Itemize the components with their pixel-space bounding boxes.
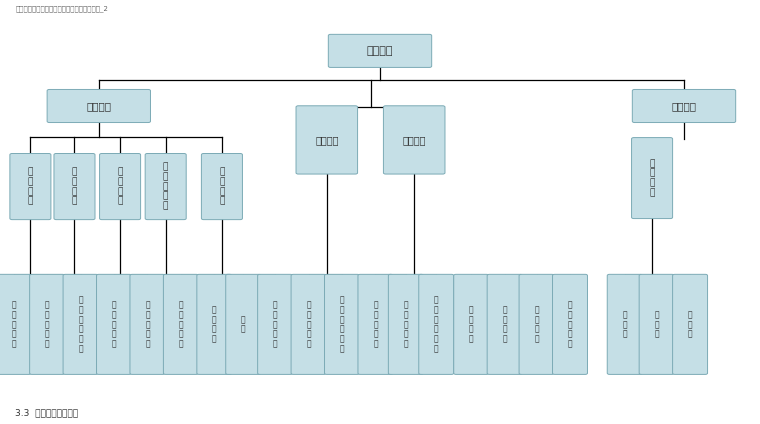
Text: 水
电
主
管: 水 电 主 管: [71, 167, 78, 206]
Text: 工
地
厨
师: 工 地 厨 师: [469, 305, 473, 343]
Text: 生产经理: 生产经理: [87, 101, 111, 111]
FancyBboxPatch shape: [454, 274, 489, 374]
FancyBboxPatch shape: [100, 153, 141, 220]
Text: 水
电
维
修
工: 水 电 维 修 工: [273, 301, 277, 348]
FancyBboxPatch shape: [487, 274, 522, 374]
FancyBboxPatch shape: [328, 34, 432, 67]
Text: 工
地
杂
工: 工 地 杂 工: [534, 305, 539, 343]
Text: 焊
工: 焊 工: [241, 315, 245, 334]
Text: 幕
墙
施
工
员: 幕 墙 施 工 员: [306, 301, 311, 348]
Text: 钢
结
构
主
管: 钢 结 构 主 管: [163, 163, 169, 210]
FancyBboxPatch shape: [10, 153, 51, 220]
Text: 技术总工: 技术总工: [672, 101, 696, 111]
FancyBboxPatch shape: [30, 274, 65, 374]
Text: 混
凝
土
施
工
员: 混 凝 土 施 工 员: [78, 296, 83, 353]
FancyBboxPatch shape: [54, 153, 95, 220]
FancyBboxPatch shape: [519, 274, 554, 374]
Text: 砌
体
施
工
员: 砌 体 施 工 员: [145, 301, 150, 348]
Text: 广东省大型商业广场室内给排水施工组织设计_2: 广东省大型商业广场室内给排水施工组织设计_2: [15, 5, 108, 12]
Text: 预
算
员: 预 算 员: [688, 310, 692, 338]
FancyBboxPatch shape: [63, 274, 98, 374]
Text: 工
地
清
洁
工: 工 地 清 洁 工: [568, 301, 572, 348]
FancyBboxPatch shape: [607, 274, 642, 374]
Text: 专
职
安
全
员: 专 职 安 全 员: [404, 301, 408, 348]
FancyBboxPatch shape: [97, 274, 131, 374]
FancyBboxPatch shape: [291, 274, 326, 374]
FancyBboxPatch shape: [130, 274, 165, 374]
FancyBboxPatch shape: [384, 106, 445, 174]
Text: 防
水
施
工
员: 防 水 施 工 员: [112, 301, 116, 348]
FancyBboxPatch shape: [0, 274, 31, 374]
Text: 专
职
质
检
员: 专 职 质 检 员: [373, 301, 378, 348]
Text: 质
安
主
管: 质 安 主 管: [219, 167, 225, 206]
FancyBboxPatch shape: [296, 106, 358, 174]
Text: 3.3  管理人员职责分工: 3.3 管理人员职责分工: [15, 409, 78, 418]
FancyBboxPatch shape: [47, 89, 150, 123]
Text: 工
地
保
安: 工 地 保 安: [502, 305, 507, 343]
FancyBboxPatch shape: [673, 274, 708, 374]
FancyBboxPatch shape: [226, 274, 261, 374]
Text: 钢
结
构
施
工
员: 钢 结 构 施 工 员: [340, 296, 344, 353]
FancyBboxPatch shape: [163, 274, 198, 374]
Text: 项
目
部
采
购
员: 项 目 部 采 购 员: [434, 296, 439, 353]
FancyBboxPatch shape: [632, 138, 673, 219]
Text: 后勤主管: 后勤主管: [403, 135, 426, 145]
Text: 装
修
施
工
员: 装 修 施 工 员: [179, 301, 183, 348]
Text: 技
术
员: 技 术 员: [622, 310, 627, 338]
Text: 幕
墙
主
管: 幕 墙 主 管: [117, 167, 123, 206]
FancyBboxPatch shape: [201, 153, 242, 220]
Text: 水
施
工
员: 水 施 工 员: [212, 305, 217, 343]
FancyBboxPatch shape: [358, 274, 393, 374]
Text: 土
建
主
管: 土 建 主 管: [27, 167, 33, 206]
Text: 木
工
施
工
员: 木 工 施 工 员: [45, 301, 49, 348]
FancyBboxPatch shape: [388, 274, 423, 374]
FancyBboxPatch shape: [325, 274, 359, 374]
Text: 资
料
员: 资 料 员: [654, 310, 659, 338]
FancyBboxPatch shape: [639, 274, 674, 374]
FancyBboxPatch shape: [553, 274, 587, 374]
FancyBboxPatch shape: [632, 89, 736, 123]
Text: 项目经理: 项目经理: [367, 46, 393, 56]
FancyBboxPatch shape: [145, 153, 186, 220]
Text: 采购主管: 采购主管: [315, 135, 338, 145]
Text: 技
术
主
管: 技 术 主 管: [649, 159, 655, 197]
FancyBboxPatch shape: [258, 274, 293, 374]
Text: 钢
筋
施
工
员: 钢 筋 施 工 员: [11, 301, 16, 348]
FancyBboxPatch shape: [197, 274, 232, 374]
FancyBboxPatch shape: [419, 274, 454, 374]
